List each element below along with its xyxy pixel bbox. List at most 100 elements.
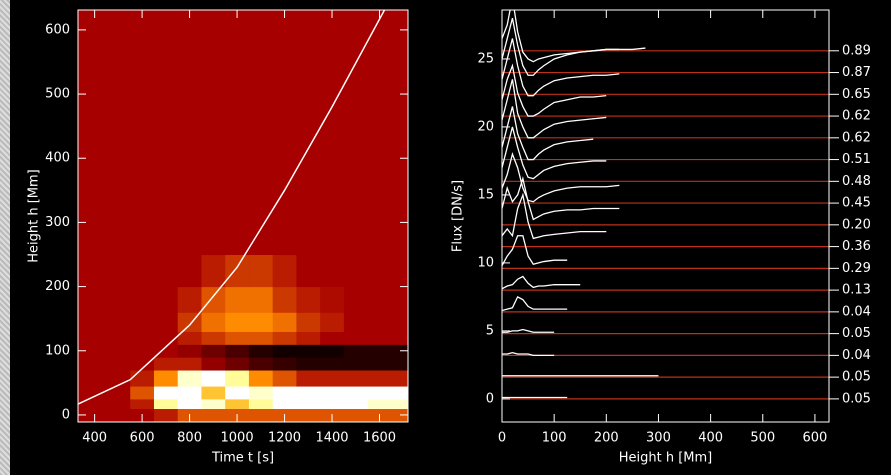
heatmap-cell [272,398,297,410]
heatmap-cell [130,398,155,410]
heatmap-cell [367,312,408,333]
heatmap-cell [320,286,345,313]
heatmap-cell [153,312,179,333]
flux-line [502,106,594,161]
flux-line [502,79,607,139]
heatmap-cell [320,331,345,345]
heatmap-cell [177,370,202,387]
heatmap-cell [367,10,408,256]
y2-tick-label: 0.45 [842,196,871,211]
heatmap-cell [320,386,345,400]
heatmap-cell [248,357,274,371]
heatmap-cell [130,344,155,358]
y-tick-label: 25 [477,51,494,66]
heatmap-cell [296,357,321,371]
heatmap-cell [78,312,107,333]
flux-line [502,275,581,290]
heatmap-cell [367,254,408,288]
frame [0,0,10,475]
heatmap-cell [153,344,179,358]
heatmap-cell [177,331,202,345]
heatmap-cell [296,331,321,345]
heatmap-cell [343,331,369,345]
x-tick-label: 1000 [221,431,254,446]
x-axis-label: Height h [Mm] [619,451,713,466]
heatmap-cell [320,357,345,371]
heatmap-cell [225,312,250,333]
heatmap-cell [272,10,297,256]
x-tick-label: 500 [750,431,775,446]
heatmap-cell [201,344,226,358]
heatmap-cell [78,344,107,358]
heatmap-cell [153,286,179,313]
plot-frame [77,9,409,423]
flux-line [502,296,568,312]
heatmap-cell [106,10,131,256]
heatmap-cell [343,254,369,288]
heatmap-cell [272,254,297,288]
heatmap-cell [272,286,297,313]
heatmap-cell [296,370,321,387]
heatmap-cell [177,357,202,371]
heatmap-cell [248,370,274,387]
heatmap-cell [248,408,274,422]
heatmap-cell [78,370,107,387]
heatmap-cell [130,10,155,256]
x-tick-label: 600 [130,431,155,446]
heatmap-cell [248,10,274,256]
heatmap-cell [248,398,274,410]
heatmap-cell [343,408,369,422]
heatmap-cell [225,344,250,358]
y2-tick-label: 0.05 [842,370,871,385]
y2-tick-label: 0.04 [842,304,871,319]
heatmap-cell [343,398,369,410]
heatmap-cell [177,398,202,410]
y2-tick-label: 0.05 [842,391,871,406]
heatmap-cell [177,254,202,288]
heatmap-cell [78,254,107,288]
heatmap-cell [320,344,345,358]
heatmap-cell [106,357,131,371]
y-tick-label: 0 [486,391,494,406]
heatmap-cell [343,370,369,387]
flux-line [502,151,620,203]
heatmap-cell [225,254,250,288]
heatmap-cell [201,254,226,288]
heatmap-cell [153,398,179,410]
x-tick-label: 100 [542,431,567,446]
y-tick-label: 100 [45,343,70,358]
heatmap-cell [248,331,274,345]
heatmap-cell [106,370,131,387]
heatmap-cell [153,357,179,371]
heatmap-cell [248,254,274,288]
heatmap-cell [296,312,321,333]
heatmap-cell [106,398,131,410]
heatmap-cell [78,398,107,410]
y-tick-label: 5 [486,323,494,338]
x-tick-label: 1600 [363,431,396,446]
heatmap-cell [153,386,179,400]
heatmap-cell [153,10,179,256]
heatmap-cell [272,357,297,371]
heatmap-cell [248,312,274,333]
heatmap-cell [201,398,226,410]
heatmap-cell [343,344,369,358]
heatmap-cell [296,386,321,400]
heatmap-cell [343,286,369,313]
y2-tick-label: 0.29 [842,261,871,276]
heatmap-cell [367,408,408,422]
flux-line [502,17,646,76]
heatmap-cell [130,357,155,371]
heatmap-cell [320,254,345,288]
flux-line [502,38,620,97]
y-axis-label: Flux [DN/s] [451,180,466,252]
y2-tick-label: 0.48 [842,174,871,189]
flux-line [502,192,607,240]
heatmap-cell [343,10,369,256]
heatmap-cell [272,344,297,358]
heatmap-cell [78,286,107,313]
heatmap-cell [367,370,408,387]
heatmap-cell [296,286,321,313]
heatmap-cell [177,344,202,358]
y2-tick-label: 0.62 [842,109,871,124]
